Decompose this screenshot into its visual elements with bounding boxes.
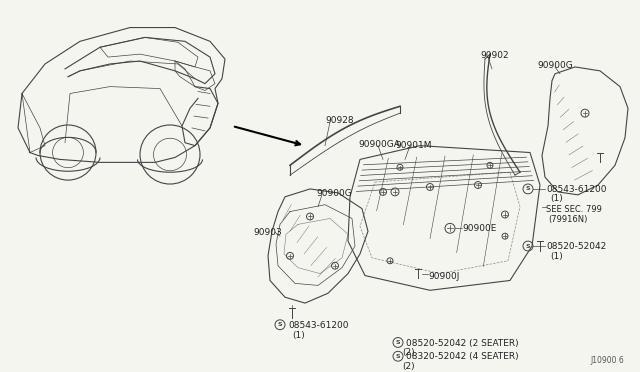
Text: (1): (1) <box>292 331 305 340</box>
Text: (1): (1) <box>550 194 563 203</box>
Text: 90900G: 90900G <box>537 61 573 70</box>
Text: J10900 6: J10900 6 <box>590 356 624 365</box>
Text: S: S <box>525 186 531 192</box>
Text: 08520-52042: 08520-52042 <box>546 242 606 251</box>
Text: SEE SEC. 799: SEE SEC. 799 <box>546 205 602 214</box>
Text: S: S <box>396 354 400 359</box>
Text: (2): (2) <box>402 348 415 357</box>
Text: (79916N): (79916N) <box>548 215 588 224</box>
Text: 90900G: 90900G <box>316 189 352 198</box>
Text: (2): (2) <box>402 362 415 371</box>
Text: S: S <box>396 340 400 345</box>
Text: 08543-61200: 08543-61200 <box>546 185 607 194</box>
Text: 90902: 90902 <box>480 51 509 60</box>
Text: 08543-61200: 08543-61200 <box>288 321 349 330</box>
Text: 90900GA: 90900GA <box>358 140 400 149</box>
Text: 90901M: 90901M <box>395 141 431 150</box>
Text: 90900E: 90900E <box>462 224 497 233</box>
Text: 90903: 90903 <box>253 228 282 237</box>
Text: 90928: 90928 <box>325 116 354 125</box>
Text: S: S <box>525 244 531 248</box>
Text: (1): (1) <box>550 252 563 261</box>
Text: 90900J: 90900J <box>428 272 460 280</box>
Text: S: S <box>278 322 282 327</box>
Text: 08320-52042 (4 SEATER): 08320-52042 (4 SEATER) <box>406 352 518 361</box>
Text: 08520-52042 (2 SEATER): 08520-52042 (2 SEATER) <box>406 339 518 347</box>
